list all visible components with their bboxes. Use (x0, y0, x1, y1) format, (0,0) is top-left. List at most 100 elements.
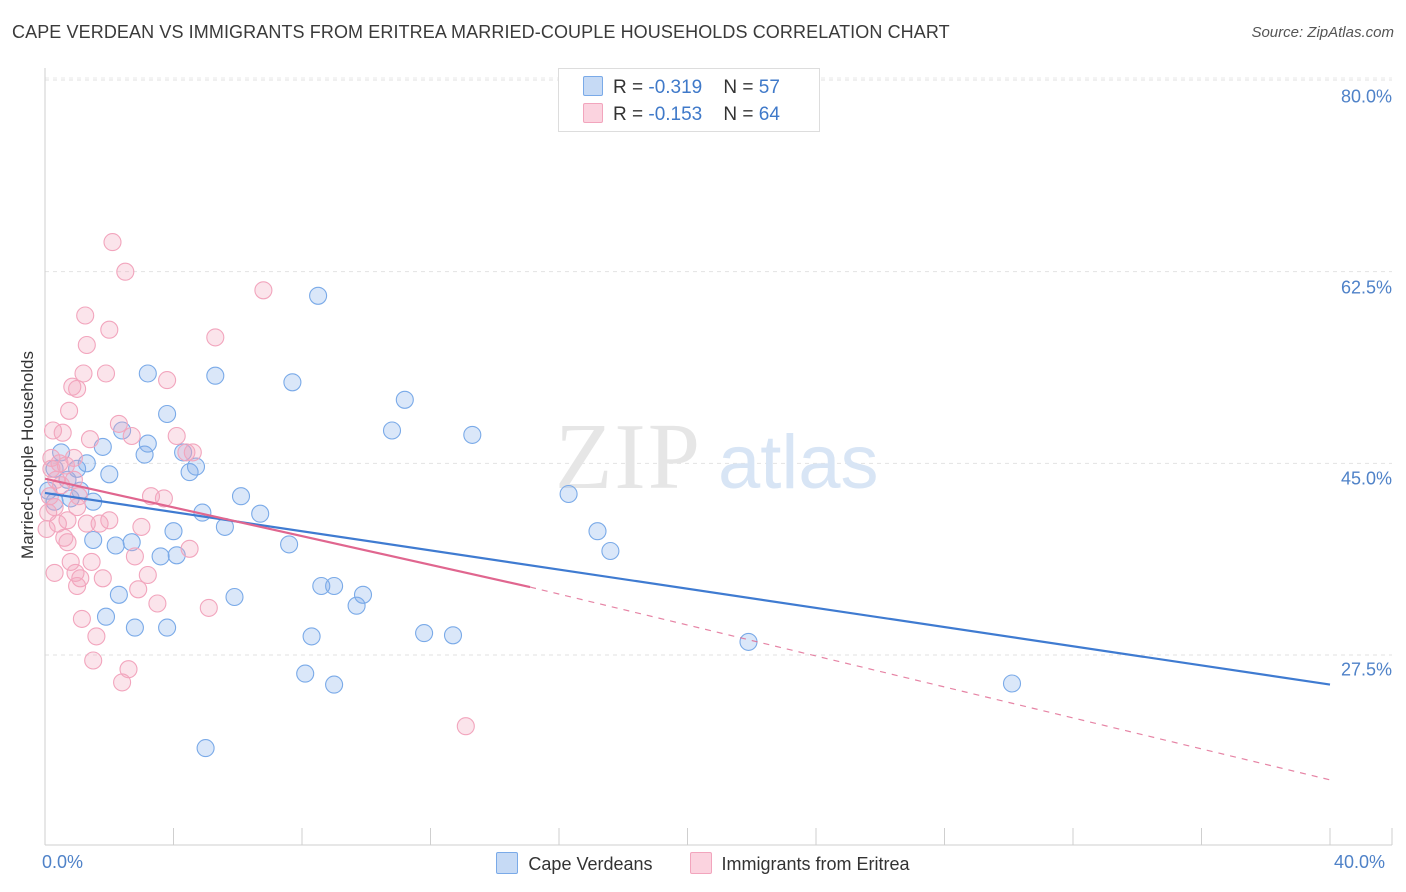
eritrea-point (76, 306, 95, 325)
legend-r-value: -0.153 (648, 104, 703, 125)
legend-item-eritrea[interactable]: Immigrants from Eritrea (689, 852, 910, 875)
chart-title: CAPE VERDEAN VS IMMIGRANTS FROM ERITREA … (12, 22, 950, 42)
eritrea-point (53, 423, 72, 442)
cape-verdean-point (325, 675, 344, 694)
cape-verdean-point (186, 457, 206, 476)
cape-verdean-point (353, 585, 373, 604)
eritrea-point (456, 717, 475, 736)
cape-verdean-point (158, 404, 177, 424)
legend-item-cape-verdeans[interactable]: Cape Verdeans (496, 852, 653, 875)
eritrea-trendline-extension (529, 586, 1331, 781)
series-legend: Cape Verdeans Immigrants from Eritrea (0, 852, 1406, 875)
cape-verdean-point (135, 445, 154, 464)
eritrea-point (45, 498, 64, 517)
y-tick-label: 80.0% (1340, 86, 1392, 107)
cape-verdean-point (588, 522, 607, 541)
eritrea-point (63, 377, 82, 396)
y-tick-label: 45.0% (1340, 468, 1392, 489)
legend-n-value: 64 (758, 104, 780, 125)
legend-row-cape-verdeans: R = -0.319 N = 57 (583, 76, 780, 99)
cape-verdean-point (443, 626, 463, 645)
eritrea-point (90, 514, 109, 533)
eritrea-point (58, 533, 77, 552)
x-tick-label: 0.0% (42, 852, 84, 872)
cape-verdean-point (251, 504, 270, 523)
cape-verdean-point (96, 607, 116, 626)
legend-n-label: N = (723, 77, 759, 98)
eritrea-point (77, 335, 96, 355)
legend-r-value: -0.319 (648, 77, 703, 98)
eritrea-point (119, 660, 138, 679)
cape-verdean-point (283, 373, 302, 392)
eritrea-point (71, 569, 90, 588)
cape-verdean-point (309, 286, 328, 305)
eritrea-point (68, 498, 87, 517)
cape-verdean-point (280, 535, 299, 554)
cape-verdean-point (125, 618, 144, 637)
legend-r-label: R = (613, 104, 649, 125)
eritrea-point (167, 426, 186, 446)
cape-verdean-point (296, 664, 315, 683)
x-tick-label: 40.0% (1334, 852, 1386, 872)
eritrea-point (60, 401, 79, 420)
cape-verdean-point (231, 487, 251, 506)
cape-verdean-point (347, 596, 366, 615)
eritrea-point (77, 514, 96, 533)
legend-label: Cape Verdeans (528, 854, 653, 874)
cape-verdean-point (138, 434, 157, 453)
watermark-atlas: atlas (718, 420, 879, 505)
eritrea-point (180, 539, 199, 558)
eritrea-point (82, 552, 101, 571)
cape-verdean-point (84, 530, 103, 550)
y-tick-label: 27.5% (1340, 659, 1392, 680)
legend-swatch-blue (583, 76, 603, 96)
cape-verdean-point (415, 624, 434, 643)
eritrea-point (103, 233, 122, 252)
y-tick-label: 62.5% (1340, 277, 1392, 298)
watermark-zip: ZIP (555, 405, 702, 509)
stats-legend: R = -0.319 N = 57 R = -0.153 N = 64 (558, 68, 820, 132)
cape-verdean-point (559, 484, 578, 504)
eritrea-point (64, 448, 83, 467)
cape-verdean-point (68, 459, 87, 478)
cape-verdean-point (312, 576, 331, 596)
cape-verdean-point (164, 522, 183, 541)
legend-n-value: 57 (758, 77, 780, 98)
eritrea-point (116, 262, 135, 281)
eritrea-point (66, 563, 85, 582)
legend-swatch-pink (583, 103, 603, 123)
cape-verdean-point (395, 390, 414, 409)
eritrea-point (80, 430, 100, 449)
cape-verdean-point (100, 465, 119, 484)
cape-verdean-point (302, 627, 321, 646)
eritrea-point (87, 627, 106, 646)
cape-verdean-point (151, 547, 170, 566)
legend-label: Immigrants from Eritrea (721, 854, 910, 874)
eritrea-point (177, 443, 196, 462)
eritrea-point (183, 443, 202, 462)
cape-verdean-point (138, 364, 157, 383)
eritrea-point (93, 569, 112, 588)
eritrea-point (125, 547, 144, 566)
cape-verdean-point (739, 632, 758, 651)
eritrea-point (148, 594, 167, 613)
cape-verdean-point (382, 421, 402, 440)
eritrea-point (74, 364, 93, 383)
eritrea-point (72, 609, 91, 628)
legend-swatch-blue (496, 852, 519, 874)
eritrea-point (109, 414, 128, 433)
cape-verdean-point (225, 587, 244, 607)
eritrea-point (61, 552, 80, 571)
eritrea-point (129, 580, 148, 599)
cape-verdean-point (158, 618, 177, 637)
eritrea-point (138, 565, 157, 585)
eritrea-point (100, 320, 119, 339)
eritrea-point (254, 281, 273, 300)
cape-verdean-point (196, 739, 215, 758)
cape-verdean-point (206, 366, 225, 385)
cape-verdean-point (122, 533, 141, 552)
eritrea-point (206, 328, 225, 347)
eritrea-point (154, 489, 173, 508)
cape-verdean-point (106, 536, 125, 555)
